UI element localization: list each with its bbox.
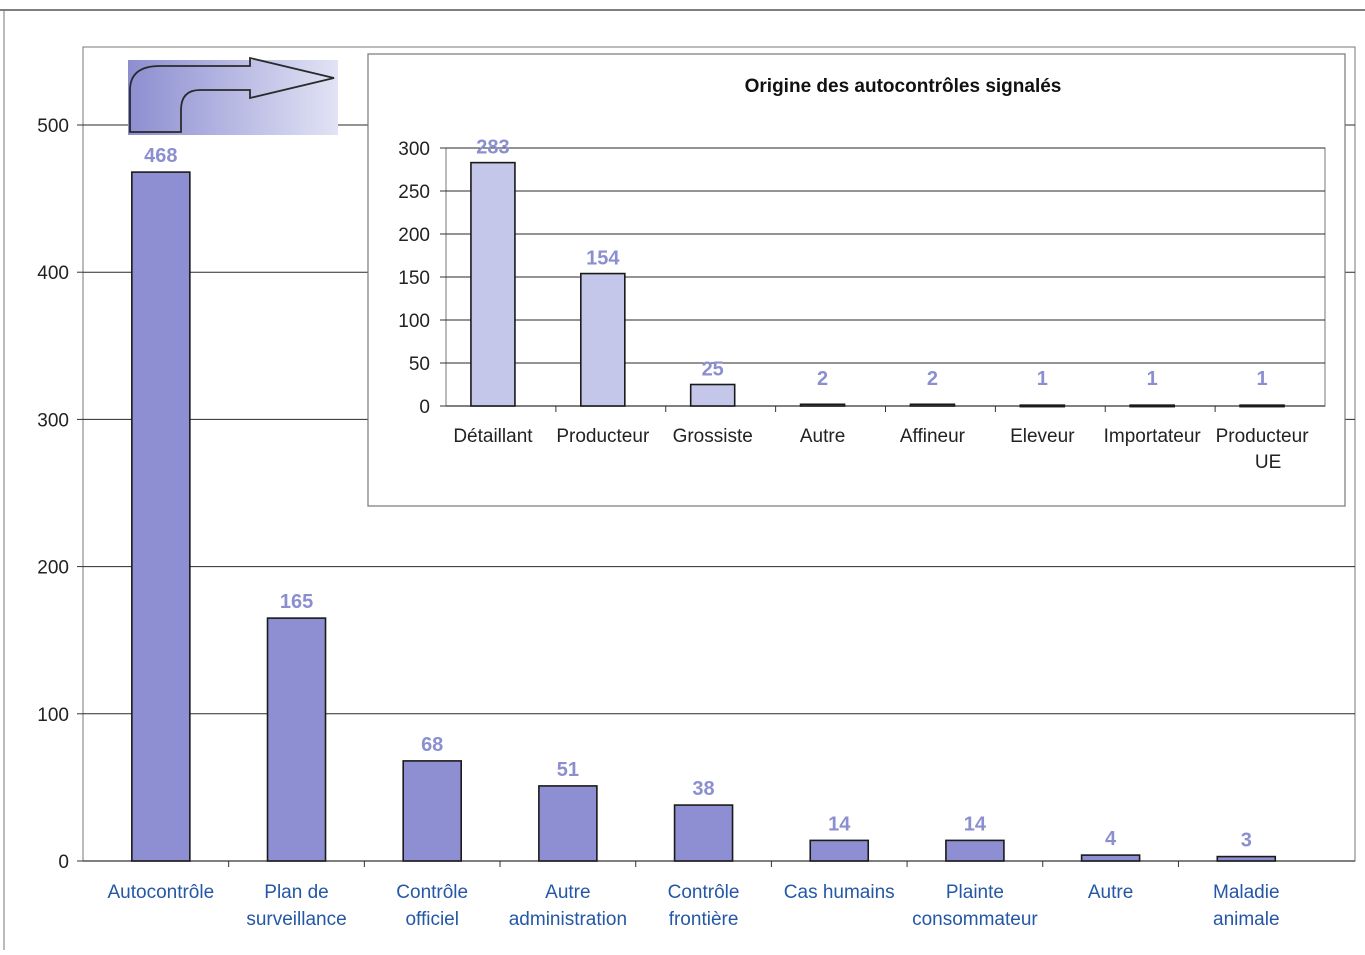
inset-x-tick-label: UE	[1255, 452, 1281, 473]
main-y-tick-label: 200	[37, 558, 69, 579]
main-data-label: 3	[1241, 830, 1252, 852]
main-bar	[402, 760, 463, 862]
main-x-tick-label: Autre	[1088, 882, 1133, 903]
inset-x-tick-label: Détaillant	[453, 426, 533, 447]
main-y-tick-label: 0	[58, 852, 69, 873]
inset-x-tick-label: Grossiste	[673, 426, 753, 447]
main-x-tick-label: officiel	[405, 909, 459, 930]
inset-bar	[689, 383, 736, 407]
inset-y-tick-label: 150	[398, 268, 430, 289]
inset-data-label: 2	[927, 368, 938, 390]
main-y-tick-label: 300	[37, 410, 69, 431]
inset-data-label: 283	[476, 137, 509, 159]
main-bar	[1080, 854, 1141, 862]
main-y-tick-label: 500	[37, 116, 69, 137]
inset-data-label: 1	[1147, 368, 1158, 390]
curved-arrow-icon	[128, 56, 338, 135]
inset-y-tick-label: 250	[398, 182, 430, 203]
inset-chart: Origine des autocontrôles signalés 0 50 100…	[367, 53, 1346, 507]
main-data-label: 165	[280, 591, 313, 613]
inset-x-tick-label: Autre	[800, 426, 845, 447]
main-x-tick-label: administration	[509, 909, 627, 930]
inset-bar	[1019, 404, 1066, 408]
inset-bar	[1129, 404, 1175, 408]
inset-data-label: 25	[702, 359, 724, 381]
main-bar	[673, 804, 734, 862]
main-x-tick-label: Contrôle	[668, 882, 740, 903]
main-data-label: 468	[144, 145, 177, 167]
inset-x-tick-label: Producteur	[556, 426, 650, 447]
main-data-label: 14	[964, 813, 987, 835]
main-bar	[945, 839, 1005, 862]
main-x-tick-label: Cas humains	[784, 882, 895, 903]
main-data-label: 68	[421, 734, 443, 756]
inset-y-tick-label: 100	[398, 311, 430, 332]
inset-frame	[367, 53, 1346, 507]
main-x-tick-label: Plainte	[946, 882, 1004, 903]
main-y-tick-label: 400	[37, 263, 69, 284]
inset-x-tick-label: Producteur	[1216, 426, 1310, 447]
main-x-tick-label: Autre	[545, 882, 590, 903]
inset-x-tick-label: Importateur	[1104, 426, 1202, 447]
inset-bar	[799, 403, 846, 407]
inset-bar	[909, 403, 956, 407]
main-x-tick-label: frontière	[669, 909, 739, 930]
inset-bar	[470, 161, 516, 407]
inset-title: Origine des autocontrôles signalés	[745, 76, 1062, 97]
inset-data-label: 154	[586, 248, 620, 270]
arrow-box	[128, 60, 338, 135]
inset-data-label: 2	[817, 368, 828, 390]
inset-y-tick-label: 200	[398, 225, 430, 246]
inset-data-label: 1	[1037, 368, 1048, 390]
main-x-tick-label: Plan de	[264, 882, 328, 903]
main-x-tick-label: animale	[1213, 909, 1280, 930]
main-bar	[538, 785, 598, 862]
main-bar	[1216, 855, 1277, 862]
main-data-label: 51	[557, 759, 579, 781]
inset-bar	[580, 272, 626, 407]
main-y-tick-label: 100	[37, 705, 69, 726]
main-data-label: 14	[828, 813, 851, 835]
inset-y-tick-label: 300	[398, 139, 430, 160]
inset-data-label: 1	[1257, 368, 1268, 390]
main-bar	[131, 171, 191, 862]
main-x-tick-label: surveillance	[246, 909, 346, 930]
inset-x-tick-label: Affineur	[900, 426, 966, 447]
arrow-outline	[129, 56, 335, 133]
main-data-label: 4	[1105, 828, 1117, 850]
main-bar	[266, 617, 327, 862]
main-data-label: 38	[692, 778, 714, 800]
main-x-tick-label: Maladie	[1213, 882, 1280, 903]
inset-y-tick-label: 50	[409, 354, 430, 375]
main-bar	[809, 839, 870, 862]
main-x-tick-label: consommateur	[912, 909, 1038, 930]
inset-y-tick-label: 0	[419, 397, 430, 418]
main-x-tick-label: Autocontrôle	[107, 882, 214, 903]
main-x-tick-label: Contrôle	[396, 882, 468, 903]
inset-x-tick-label: Eleveur	[1010, 426, 1075, 447]
inset-bar	[1239, 404, 1285, 408]
